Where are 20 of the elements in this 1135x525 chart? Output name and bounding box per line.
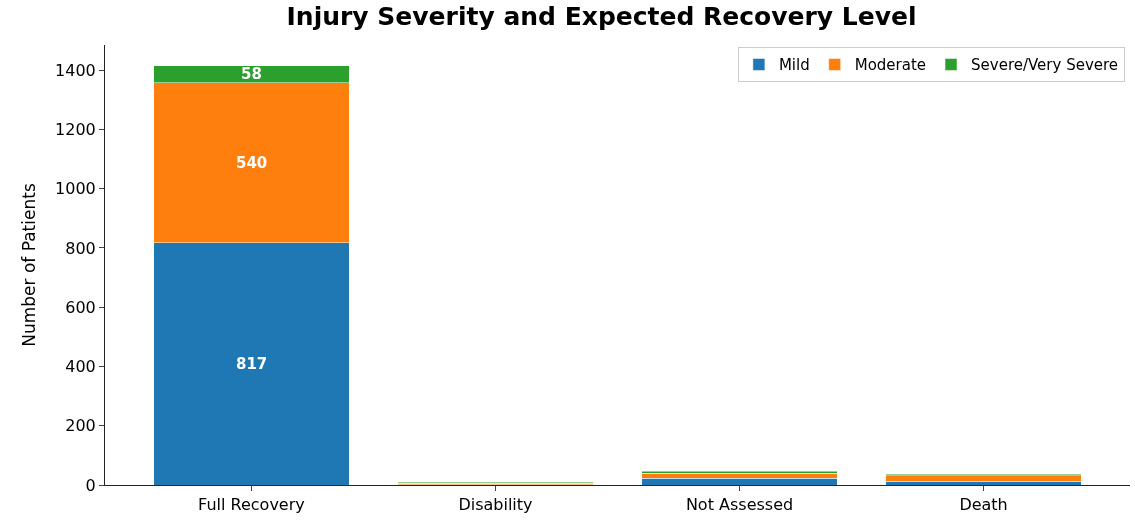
legend-label: Moderate [854,56,927,75]
data-label: 817 [236,355,268,373]
y-tick-label: 800 [65,238,96,258]
data-label: 540 [236,154,268,172]
data-label: 58 [241,65,262,83]
y-tick-label: 200 [65,416,96,436]
y-tick-label: 1400 [55,60,96,80]
x-tick-label: Death [959,495,1008,515]
legend-label: Severe/Very Severe [971,56,1119,75]
x-tick-label: Disability [458,495,533,515]
legend-label: Mild [778,56,810,75]
x-tick-label: Not Assessed [685,495,794,515]
y-tick-label: 1000 [55,179,96,199]
y-tick-label: 0 [85,475,96,495]
y-tick-label: 1200 [55,120,96,140]
x-tick-label: Full Recovery [198,495,305,515]
y-tick-label: 400 [65,357,96,377]
chart-title: Injury Severity and Expected Recovery Level [286,2,917,32]
y-tick-label: 600 [65,297,96,317]
y-axis-title: Number of Patients [18,183,39,347]
